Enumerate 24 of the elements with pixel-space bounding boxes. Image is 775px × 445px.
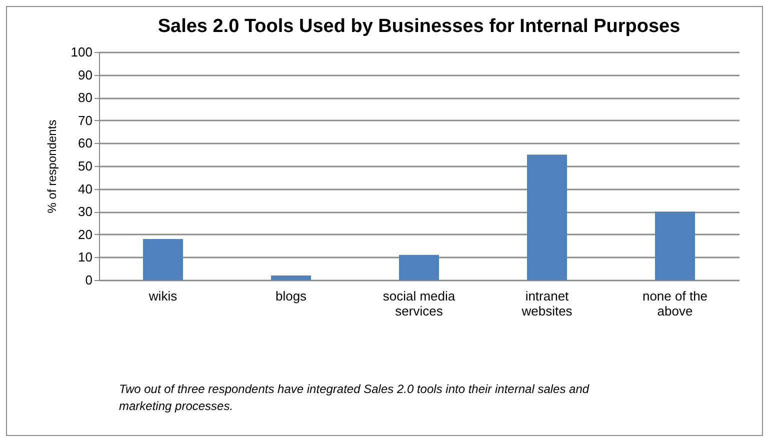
y-axis-title: % of respondents <box>44 120 59 214</box>
bar <box>527 154 567 280</box>
x-tick-label: intranet websites <box>520 288 573 318</box>
y-tick-label: 0 <box>85 272 92 288</box>
y-tick-label: 90 <box>78 67 92 82</box>
text: Two out of three respondents have integrated Sales 2.0 tools into their internal sales and marketing processes. <box>119 381 590 415</box>
y-tick-label: 80 <box>78 90 92 106</box>
y-tick-label: 50 <box>78 158 92 174</box>
chart-title: Sales 2.0 Tools Used by Businesses for Internal Purposes <box>158 16 680 37</box>
y-tick-label: 40 <box>78 181 92 196</box>
y-tick-label: 60 <box>78 136 92 151</box>
y-tick-label: 70 <box>78 112 92 128</box>
y-tick-label: 20 <box>78 226 92 242</box>
x-tick-label: blogs <box>275 288 308 304</box>
bar <box>271 275 311 280</box>
y-tick-label: 30 <box>78 204 92 220</box>
x-tick-label: none of the above <box>642 288 708 318</box>
y-tick-label: 10 <box>78 250 92 265</box>
y-tick-label: 100 <box>70 44 92 60</box>
bar <box>655 212 695 280</box>
x-tick-label: social media services <box>382 288 456 318</box>
bar <box>143 238 183 280</box>
x-tick-label: wikis <box>148 288 178 304</box>
bar <box>399 254 439 280</box>
